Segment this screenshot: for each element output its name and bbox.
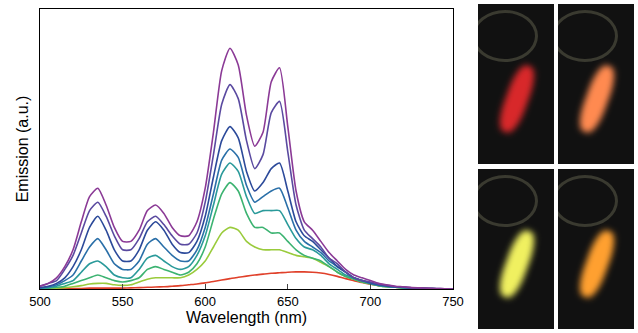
svg-text:550: 550: [112, 294, 134, 309]
svg-text:650: 650: [277, 294, 299, 309]
svg-text:750: 750: [442, 294, 464, 309]
svg-text:Emission (a.u.): Emission (a.u.): [14, 96, 31, 203]
svg-text:Wavelength (nm): Wavelength (nm): [186, 309, 307, 326]
svg-text:700: 700: [360, 294, 382, 309]
svg-text:500: 500: [29, 294, 51, 309]
svg-text:600: 600: [194, 294, 216, 309]
